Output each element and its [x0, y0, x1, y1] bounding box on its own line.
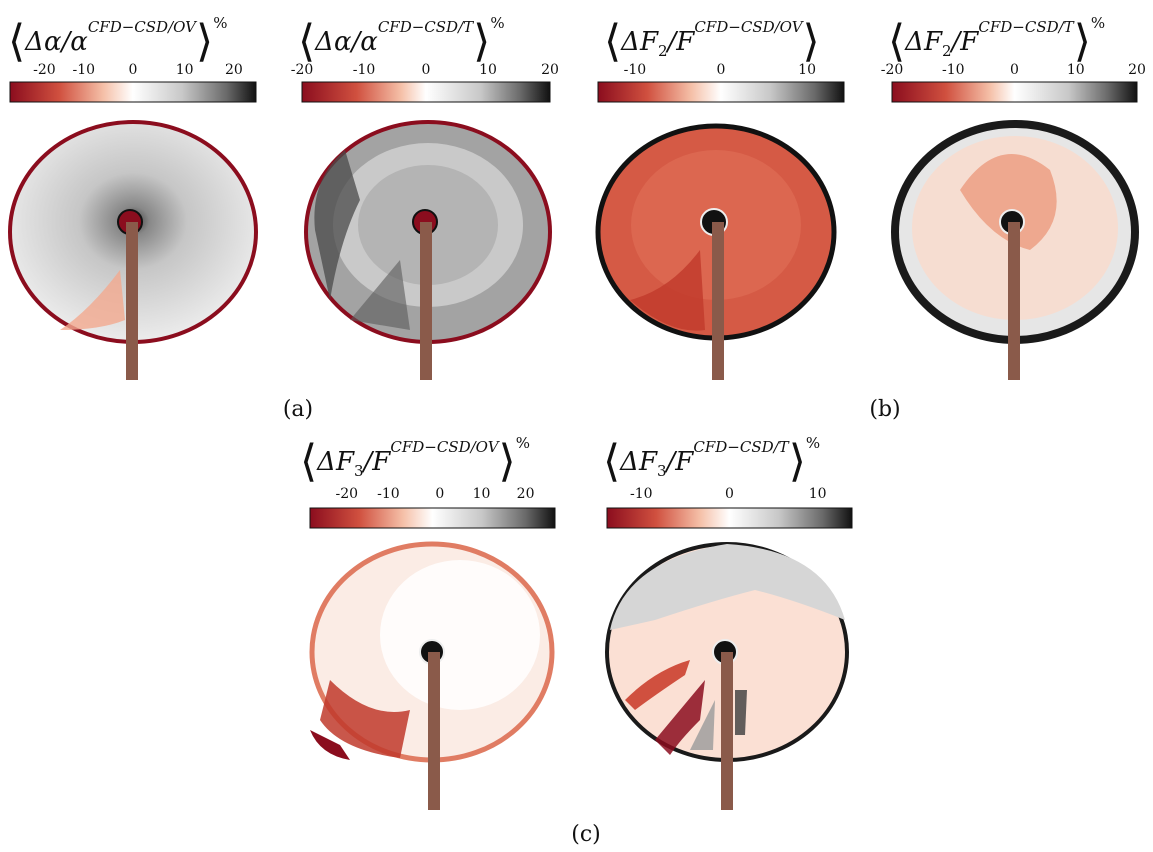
colorbar-ticks: -20 -10 0 10 20 [881, 62, 1146, 80]
colorbar [891, 81, 1138, 103]
tick-label: -20 [880, 62, 904, 78]
panel-title: ⟨ΔF2/FCFD−CSD/T⟩% [888, 14, 1106, 67]
colorbar [597, 81, 845, 103]
tick-label: -10 [941, 62, 965, 78]
panel-alpha-t: ⟨Δα/αCFD−CSD/T⟩% -20 -10 0 10 20 [290, 0, 560, 390]
tick-label: -20 [335, 486, 359, 502]
panel-f3-t: ⟨ΔF3/FCFD−CSD/T⟩% -10 0 10 [595, 420, 865, 820]
panel-graphic [891, 81, 1139, 380]
tower [420, 222, 432, 380]
tower [721, 652, 733, 810]
tick-label: 20 [541, 62, 559, 78]
tick-label: 10 [479, 62, 497, 78]
tick-label: 0 [128, 62, 138, 78]
tick-label: 10 [798, 62, 817, 78]
colorbar-ticks: -10 0 10 [598, 62, 844, 80]
tick-label: 0 [435, 486, 445, 502]
panel-graphic [595, 81, 845, 380]
tick-label: 10 [472, 486, 491, 502]
panel-graphic [605, 507, 853, 810]
tower [1008, 222, 1020, 380]
tick-label: 10 [808, 486, 827, 502]
tick-label: -10 [623, 62, 647, 78]
tick-label: -20 [290, 62, 314, 78]
panel-title: ⟨ΔF3/FCFD−CSD/OV⟩% [300, 434, 530, 487]
colorbar-ticks: -20 -10 0 10 20 [291, 62, 559, 80]
tick-label: -10 [352, 62, 376, 78]
tick-label: -10 [72, 62, 96, 78]
tower [712, 222, 724, 380]
panel-graphic [8, 81, 258, 380]
tick-label: -20 [33, 62, 56, 78]
panel-alpha-ov: ⟨Δα/αCFD−CSD/OV⟩% -20 -10 0 10 20 [0, 0, 270, 390]
tick-label: -10 [630, 486, 653, 502]
colorbar-ticks: -20 -10 0 10 20 [310, 486, 555, 504]
panel-f2-ov: ⟨ΔF2/FCFD−CSD/OV⟩ -10 0 10 [590, 0, 860, 390]
colorbar [606, 507, 853, 529]
panel-title: ⟨ΔF3/FCFD−CSD/T⟩% [603, 434, 821, 487]
caption-b: (b) [869, 397, 901, 422]
tick-label: 20 [516, 486, 535, 502]
tick-label: 20 [1128, 62, 1146, 78]
tick-label: 10 [1066, 62, 1085, 78]
tick-label: 0 [421, 62, 431, 78]
tick-label: 0 [716, 62, 726, 78]
tick-label: 20 [224, 62, 243, 78]
tick-label: 0 [1010, 62, 1019, 78]
panel-f2-t: ⟨ΔF2/FCFD−CSD/T⟩% -20 -10 0 10 20 [880, 0, 1153, 390]
tower [428, 652, 440, 810]
caption-a: (a) [282, 397, 314, 422]
panel-title: ⟨ΔF2/FCFD−CSD/OV⟩ [604, 16, 820, 67]
colorbar-ticks: -10 0 10 [607, 486, 852, 504]
tick-label: 10 [175, 62, 194, 78]
panel-title: ⟨Δα/αCFD−CSD/T⟩% [298, 14, 505, 67]
colorbar [309, 507, 556, 529]
colorbar [9, 81, 257, 103]
tick-label: -10 [377, 486, 400, 502]
caption-c: (c) [571, 822, 601, 847]
panel-graphic [309, 507, 556, 810]
panel-f3-ov: ⟨ΔF3/FCFD−CSD/OV⟩% -20 -10 0 10 20 [300, 420, 570, 820]
tower [126, 222, 138, 380]
colorbar [301, 81, 551, 103]
panel-graphic [301, 81, 552, 380]
tick-label: 0 [725, 486, 734, 502]
panel-title: ⟨Δα/αCFD−CSD/OV⟩% [8, 14, 228, 67]
colorbar-ticks: -20 -10 0 10 20 [10, 62, 256, 80]
